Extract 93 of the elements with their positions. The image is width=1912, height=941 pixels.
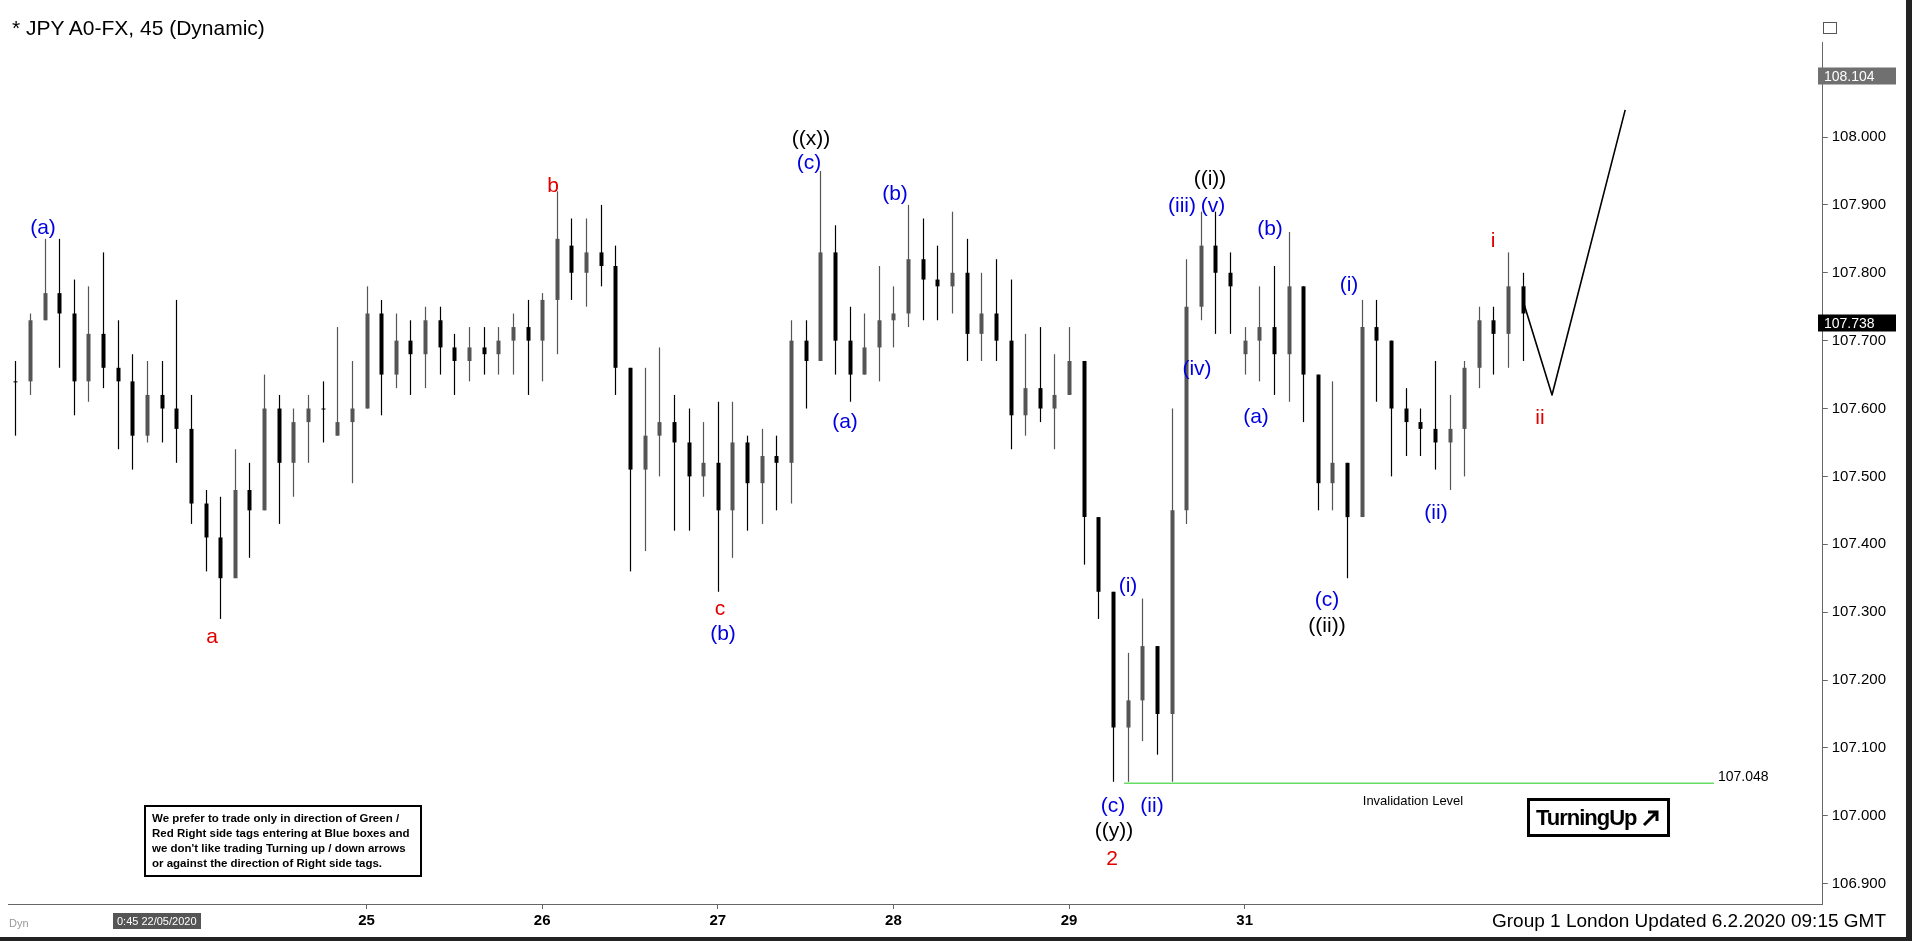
candlestick: [774, 435, 779, 511]
y-tick-label: 106.900: [1831, 873, 1887, 891]
annotation: ((y)): [1094, 818, 1134, 841]
candlestick: [599, 204, 604, 287]
candlestick: [526, 299, 531, 396]
candlestick: [57, 238, 62, 369]
annotation: (b): [1257, 216, 1283, 239]
candlestick: [1374, 299, 1379, 403]
annotation: i: [1490, 228, 1496, 251]
candlestick: [979, 272, 984, 362]
candlestick: [335, 326, 340, 437]
annotation: ((ii)): [1308, 613, 1346, 636]
candlestick: [467, 326, 472, 382]
y-tick-label: 108.000: [1831, 127, 1887, 145]
candlestick: [1330, 380, 1335, 511]
y-tick-label: 107.100: [1831, 738, 1887, 756]
y-tick-label: 107.300: [1831, 602, 1887, 620]
annotation: ((i)): [1193, 166, 1227, 189]
annotation: (c): [1314, 587, 1340, 610]
annotation: (v): [1200, 193, 1226, 216]
y-tick-label: 107.800: [1831, 262, 1887, 280]
annotation: c: [714, 596, 726, 619]
candlestick: [306, 394, 311, 464]
candlestick: [247, 462, 252, 559]
text: 107.738: [1824, 314, 1875, 331]
annotation: (ii): [1140, 793, 1164, 816]
candlestick: [921, 217, 926, 321]
candlestick: [1052, 353, 1057, 450]
candlestick: [1404, 387, 1409, 457]
y-tick-label: 107.400: [1831, 534, 1887, 552]
candlestick: [701, 421, 706, 498]
annotation: b: [547, 173, 559, 196]
text: 108.104: [1824, 67, 1875, 84]
candlestick: [13, 360, 18, 437]
candlestick: [804, 319, 809, 410]
annotation: (c): [1100, 793, 1126, 816]
candlestick: [496, 326, 501, 376]
candlestick: [950, 211, 955, 315]
candlestick: [1418, 407, 1423, 457]
annotation: (a): [30, 215, 56, 238]
y-tick-label: 107.500: [1831, 466, 1887, 484]
candlestick: [160, 360, 165, 444]
candlestick: [891, 285, 896, 349]
text: Group 1 London Updated 6.2.2020 09:15 GMT: [1492, 910, 1886, 931]
annotation: a: [206, 624, 218, 647]
annotation: (b): [882, 181, 908, 204]
y-tick-label: 107.700: [1831, 330, 1887, 348]
annotation: ((x)): [791, 126, 831, 149]
candlestick: [1257, 285, 1262, 382]
candlestick: [584, 217, 589, 308]
text: 0:45 22/05/2020: [117, 915, 197, 927]
annotation: (a): [1243, 404, 1269, 427]
candlestick: [1243, 326, 1248, 376]
annotation: (i): [1118, 573, 1138, 596]
candlestick: [1228, 251, 1233, 335]
x-tick-label: 28: [885, 911, 902, 929]
candlestick: [350, 360, 355, 484]
candlestick: [321, 380, 326, 444]
candlestick: [657, 346, 662, 477]
annotation: (i): [1339, 272, 1359, 295]
candlestick: [511, 312, 516, 376]
candlestick: [452, 333, 457, 396]
annotation: We prefer to trade only in direction of Green / Red Right side tags entering at Blue boxes and we don't like trading Turning up / down arrows or against the direction of Right side tags.: [152, 812, 410, 869]
y-tick-label: 107.600: [1831, 398, 1887, 416]
ref-line-label: 107.048: [1717, 768, 1769, 785]
x-tick-label: 31: [1236, 911, 1254, 929]
candlestick: [482, 326, 487, 376]
annotation: (ii): [1424, 500, 1448, 523]
y-tick-label: 107.900: [1831, 195, 1887, 213]
annotation: TurningUp: [1536, 804, 1637, 831]
annotation: Invalidation Level: [1362, 793, 1464, 808]
annotation: (c): [796, 150, 822, 173]
x-tick-label: 29: [1060, 911, 1078, 929]
annotation: 2: [1106, 846, 1118, 869]
chart-title: * JPY A0-FX, 45 (Dynamic): [12, 16, 265, 40]
candlestick: [116, 319, 121, 450]
annotation: (iii): [1168, 193, 1196, 216]
candlestick: [174, 299, 179, 464]
candlestick: [1433, 360, 1438, 471]
candlestick: [1491, 306, 1496, 376]
candlestick: [408, 319, 413, 396]
candlestick: [672, 394, 677, 532]
annotation: (a): [832, 409, 858, 432]
x-tick-label: 27: [709, 911, 727, 929]
annotation: (b): [710, 621, 736, 644]
x-tick-label: 26: [533, 911, 551, 929]
text: Dyn: [9, 917, 29, 929]
candlestick: [1448, 394, 1453, 491]
x-tick-label: 25: [358, 911, 375, 929]
candlestick: [1038, 326, 1043, 423]
y-tick-label: 107.000: [1831, 805, 1887, 823]
annotation: ii: [1535, 405, 1545, 428]
y-tick-label: 107.200: [1831, 670, 1887, 688]
